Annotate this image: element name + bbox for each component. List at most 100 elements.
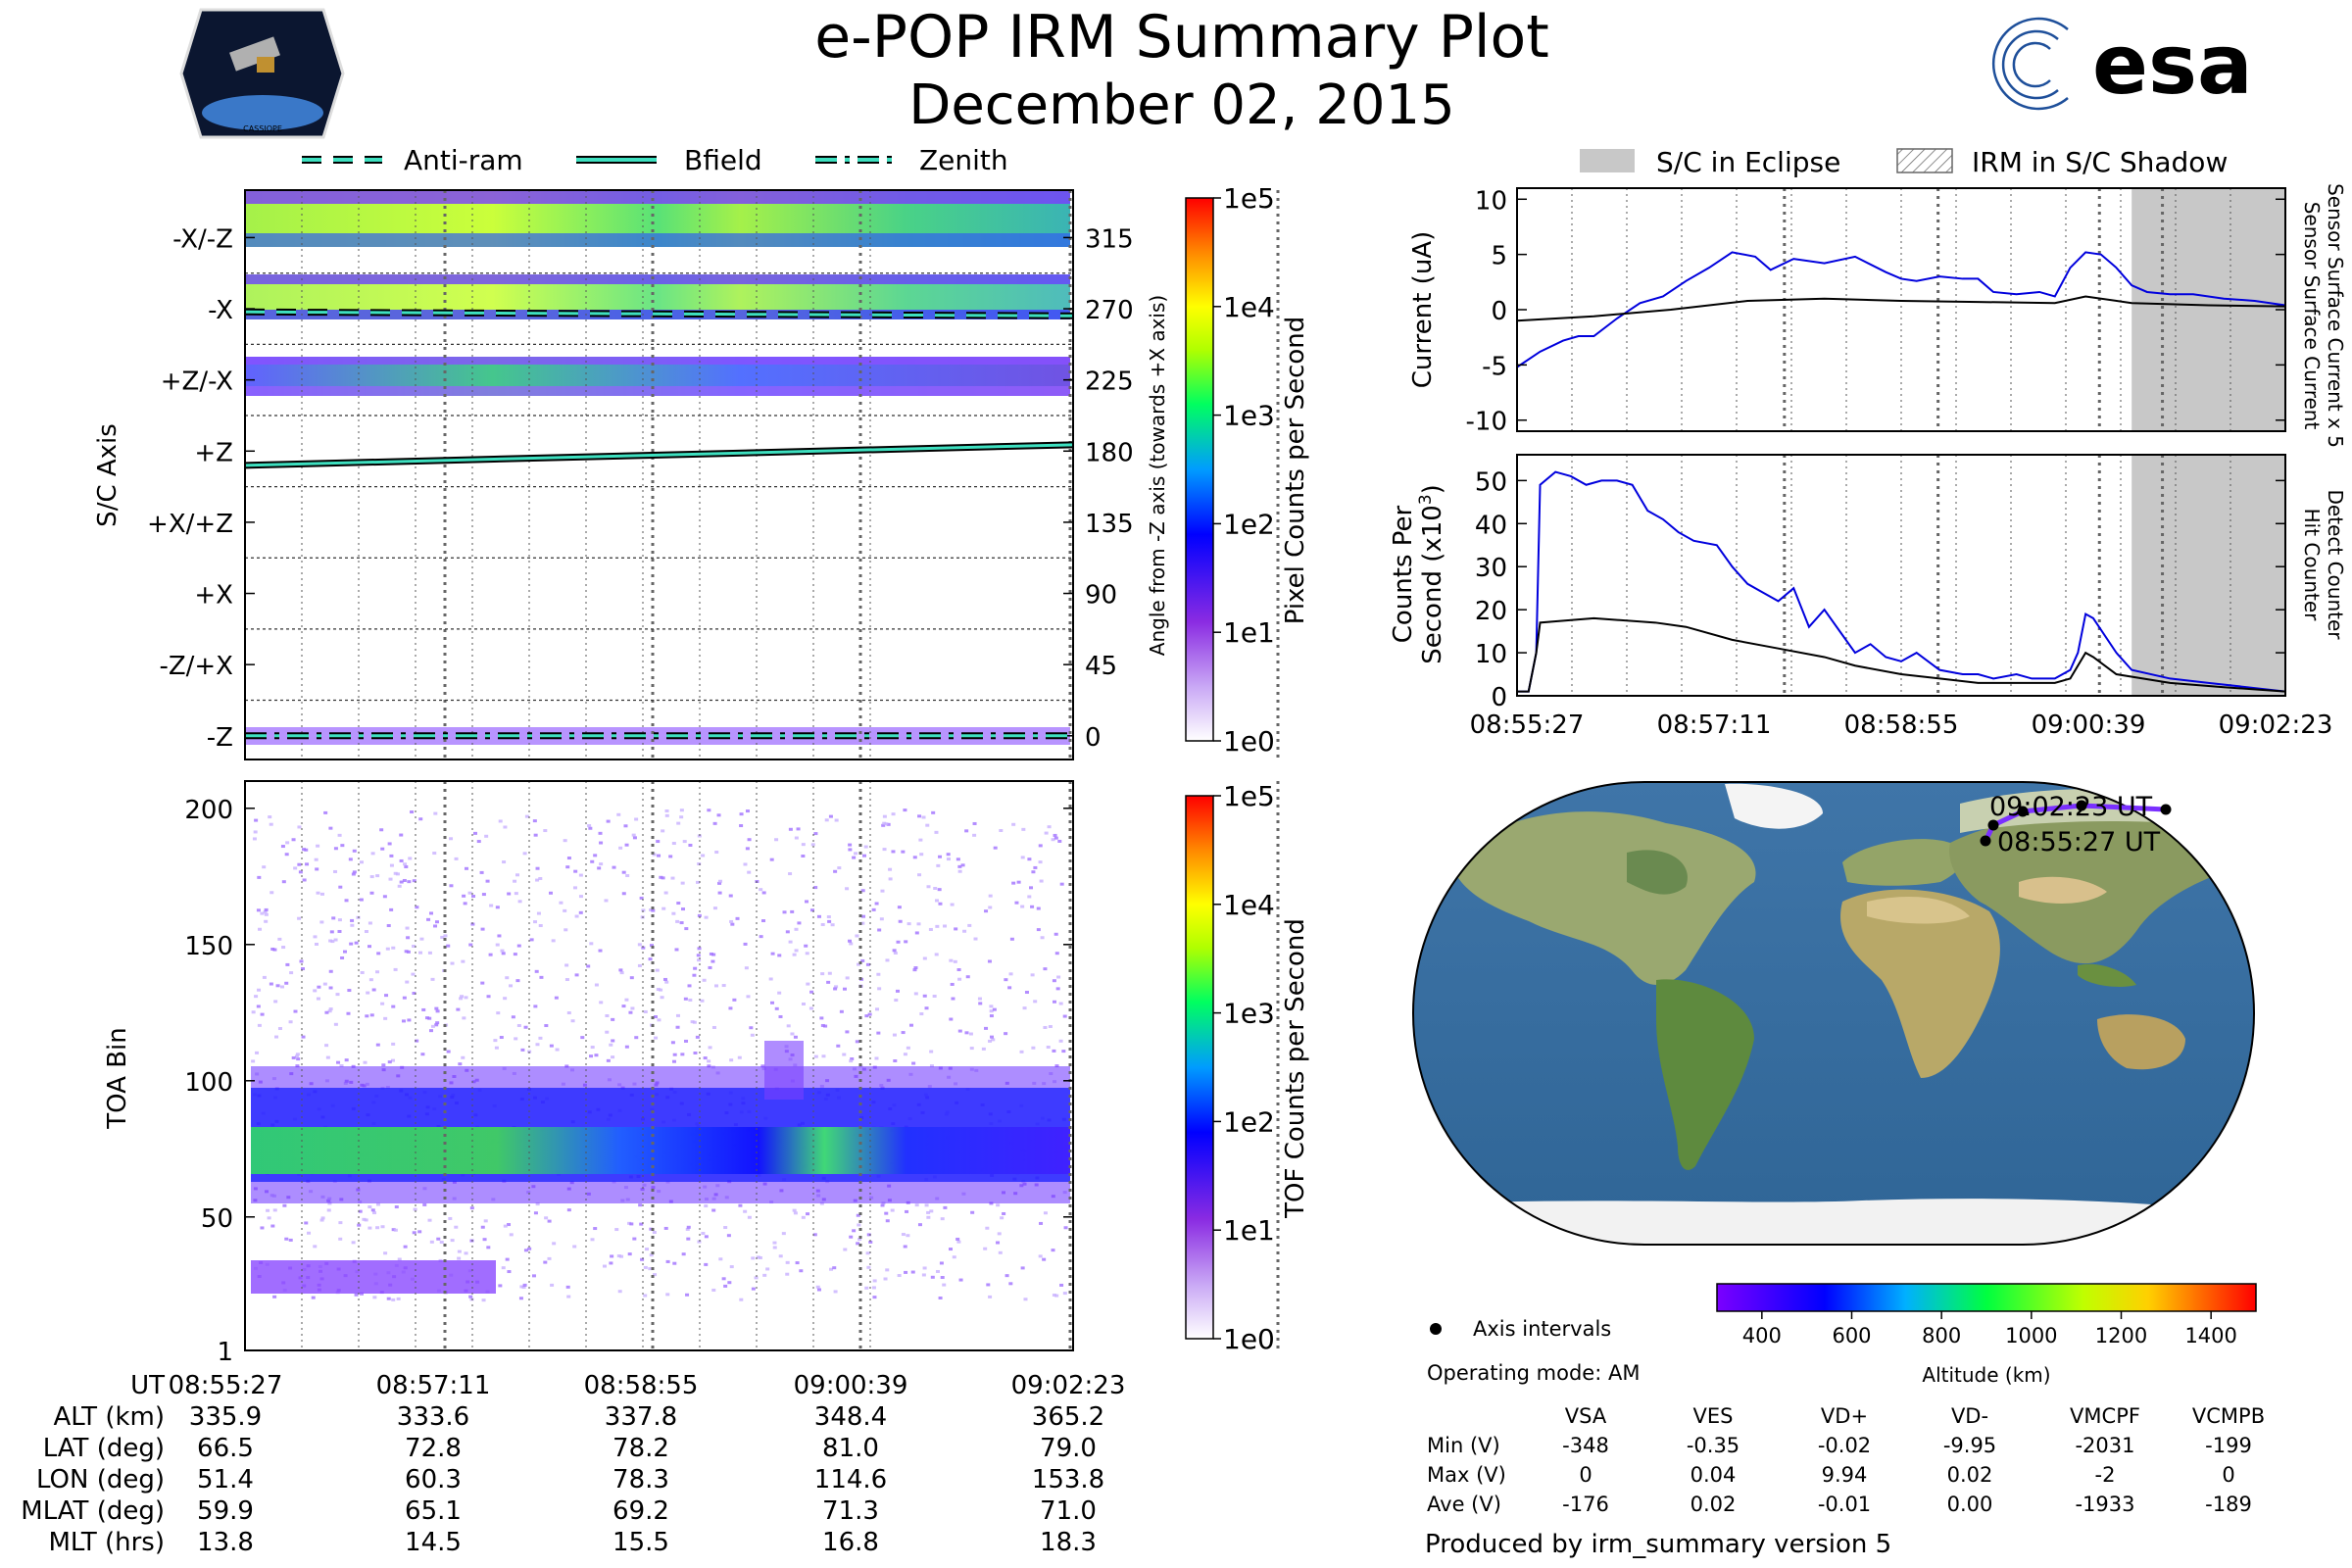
voltage-cell: -176 bbox=[1562, 1493, 1609, 1516]
track-point bbox=[1980, 835, 1991, 847]
ephemeris-cell: 81.0 bbox=[822, 1434, 879, 1463]
altitude-colorbar: 400 600 800 1000 1200 1400 Altitude (km) bbox=[1716, 1283, 2257, 1387]
produced-by: Produced by irm_summary version 5 bbox=[1425, 1530, 1891, 1559]
ephemeris-cell: 114.6 bbox=[814, 1465, 887, 1494]
altitude-tick-label: 400 bbox=[1742, 1324, 1782, 1348]
angle-tick-label: 225 bbox=[1085, 368, 1134, 397]
ephemeris-cell: 72.8 bbox=[405, 1434, 462, 1463]
series-line-1 bbox=[1516, 295, 2286, 322]
scaxis-tick-label: -Z bbox=[207, 723, 233, 753]
angle-tick-label: 45 bbox=[1085, 652, 1117, 681]
angle-tick-label: 0 bbox=[1085, 723, 1102, 753]
altitude-tick-label: 1200 bbox=[2095, 1324, 2147, 1348]
ephemeris-row-label: UT bbox=[130, 1371, 165, 1400]
voltage-cell: -0.35 bbox=[1687, 1434, 1740, 1457]
page-title: e-POP IRM Summary Plot bbox=[814, 3, 1549, 72]
ephemeris-row-label: LAT (deg) bbox=[43, 1434, 165, 1463]
ephemeris-cell: 365.2 bbox=[1032, 1402, 1104, 1432]
voltage-header: VMCPF bbox=[2070, 1404, 2140, 1428]
map-label-end: 09:02:23 UT bbox=[1989, 792, 2153, 822]
eclipse-region bbox=[2132, 188, 2285, 431]
eclipse-legend: S/C in Eclipse IRM in S/C Shadow bbox=[1580, 146, 2228, 178]
colorbar-tick-label: 1e5 bbox=[1223, 780, 1275, 812]
colorbar-tick-label: 1e4 bbox=[1223, 291, 1275, 323]
colorbar-tick-label: 1e2 bbox=[1223, 508, 1275, 540]
current-panel: -10 -5 0 5 10 Current (uA) Sensor Surface Curr… bbox=[1408, 183, 2347, 448]
voltage-header: VSA bbox=[1565, 1404, 1607, 1428]
tof-colorbar-label: TOF Counts per Second bbox=[1281, 918, 1310, 1219]
track-point bbox=[2017, 806, 2029, 817]
scaxis-tick-label: -X bbox=[208, 296, 233, 325]
agency-logo-text: esa bbox=[2092, 17, 2253, 113]
scaxis-tick-label: +Z bbox=[194, 438, 233, 467]
ephemeris-cell: 51.4 bbox=[197, 1465, 254, 1494]
voltage-cell: 0 bbox=[2222, 1463, 2234, 1487]
altitude-tick-label: 1000 bbox=[2005, 1324, 2057, 1348]
ephemeris-row-label: LON (deg) bbox=[36, 1465, 165, 1494]
voltage-row-label: Ave (V) bbox=[1427, 1493, 1501, 1516]
axis-intervals-legend: Axis intervals bbox=[1430, 1317, 1611, 1341]
ytick-label: 10 bbox=[1475, 640, 1507, 669]
ytick-label: 5 bbox=[1491, 242, 1507, 271]
ytick-label: -10 bbox=[1466, 408, 1507, 437]
toa-tick-label: 50 bbox=[201, 1204, 233, 1234]
series-line-0 bbox=[1517, 470, 2286, 693]
colorbar-tick-label: 1e3 bbox=[1223, 998, 1275, 1030]
ytick-label: -5 bbox=[1482, 352, 1507, 381]
voltage-header: VD- bbox=[1951, 1404, 1988, 1428]
toa-heatmap bbox=[251, 808, 1070, 1302]
toa-tick-label: 1 bbox=[217, 1338, 233, 1367]
map-landmasses bbox=[1421, 783, 2254, 1245]
voltage-row-label: Min (V) bbox=[1427, 1434, 1500, 1457]
axis-legend: Anti-ram Bfield Zenith bbox=[302, 144, 1008, 176]
orbit-track: 09:02:23 UT 08:55:27 UT bbox=[1980, 792, 2172, 858]
ytick-label: 40 bbox=[1475, 511, 1507, 540]
voltage-cell: -348 bbox=[1562, 1434, 1609, 1457]
hit-counter-label: Hit Counter bbox=[2300, 509, 2324, 621]
voltage-cell: 0.04 bbox=[1690, 1463, 1737, 1487]
sensor-current-x5-label: Sensor Surface Current x 5 bbox=[2324, 183, 2347, 448]
tof-colorbar: 1e0 1e1 1e2 1e3 1e4 1e5 TOF Counts per Second bbox=[1185, 780, 1310, 1355]
altitude-tick-label: 600 bbox=[1832, 1324, 1871, 1348]
sensor-current-label: Sensor Surface Current bbox=[2300, 202, 2324, 430]
mission-logo-text: CASSIOPE bbox=[243, 124, 282, 133]
voltage-cell: -9.95 bbox=[1943, 1434, 1996, 1457]
page-date: December 02, 2015 bbox=[908, 74, 1455, 137]
voltage-cell: -199 bbox=[2205, 1434, 2252, 1457]
ephemeris-cell: 335.9 bbox=[189, 1402, 262, 1432]
legend-bfield: Bfield bbox=[684, 144, 762, 176]
series-line-0 bbox=[1516, 251, 2286, 368]
colorbar-tick-label: 1e5 bbox=[1223, 182, 1275, 215]
ephemeris-cell: 16.8 bbox=[822, 1528, 879, 1557]
pixel-colorbar: 1e0 1e1 1e2 1e3 1e4 1e5 Pixel Counts per Seco… bbox=[1185, 182, 1310, 758]
altitude-colorbar-label: Altitude (km) bbox=[1922, 1363, 2050, 1387]
ephemeris-cell: 15.5 bbox=[612, 1528, 669, 1557]
track-point bbox=[2160, 804, 2172, 815]
toa-frame-border bbox=[244, 780, 1074, 1351]
voltage-cell: 0 bbox=[1579, 1463, 1592, 1487]
scaxis-tick-label: -Z/+X bbox=[159, 652, 233, 681]
colorbar-tick-label: 1e1 bbox=[1223, 616, 1275, 649]
toa-tick-label: 200 bbox=[184, 796, 233, 825]
detect-counter-label: Detect Counter bbox=[2324, 490, 2347, 641]
ephemeris-cell: 71.0 bbox=[1040, 1496, 1097, 1526]
ephemeris-cell: 59.9 bbox=[197, 1496, 254, 1526]
scaxis-tick-label: +X/+Z bbox=[147, 510, 233, 539]
scaxis-bands bbox=[245, 190, 1070, 745]
ephemeris-row-label: MLT (hrs) bbox=[49, 1528, 166, 1557]
scaxis-ylabel: S/C Axis bbox=[93, 423, 122, 527]
pixel-colorbar-label: Pixel Counts per Second bbox=[1281, 317, 1310, 625]
ephemeris-cell: 60.3 bbox=[405, 1465, 462, 1494]
voltage-header: VCMPB bbox=[2192, 1404, 2265, 1428]
ytick-label: 50 bbox=[1475, 467, 1507, 497]
xtick-label: 08:55:27 bbox=[1470, 710, 1585, 740]
axis-intervals-label: Axis intervals bbox=[1473, 1317, 1611, 1341]
legend-zenith: Zenith bbox=[919, 144, 1008, 176]
colorbar-tick-label: 1e3 bbox=[1223, 400, 1275, 432]
angle-tick-label: 315 bbox=[1085, 224, 1134, 254]
toa-tick-label: 100 bbox=[184, 1068, 233, 1098]
ephemeris-cell: 333.6 bbox=[397, 1402, 469, 1432]
colorbar-tick-label: 1e0 bbox=[1223, 725, 1275, 758]
ephemeris-cell: 78.3 bbox=[612, 1465, 669, 1494]
